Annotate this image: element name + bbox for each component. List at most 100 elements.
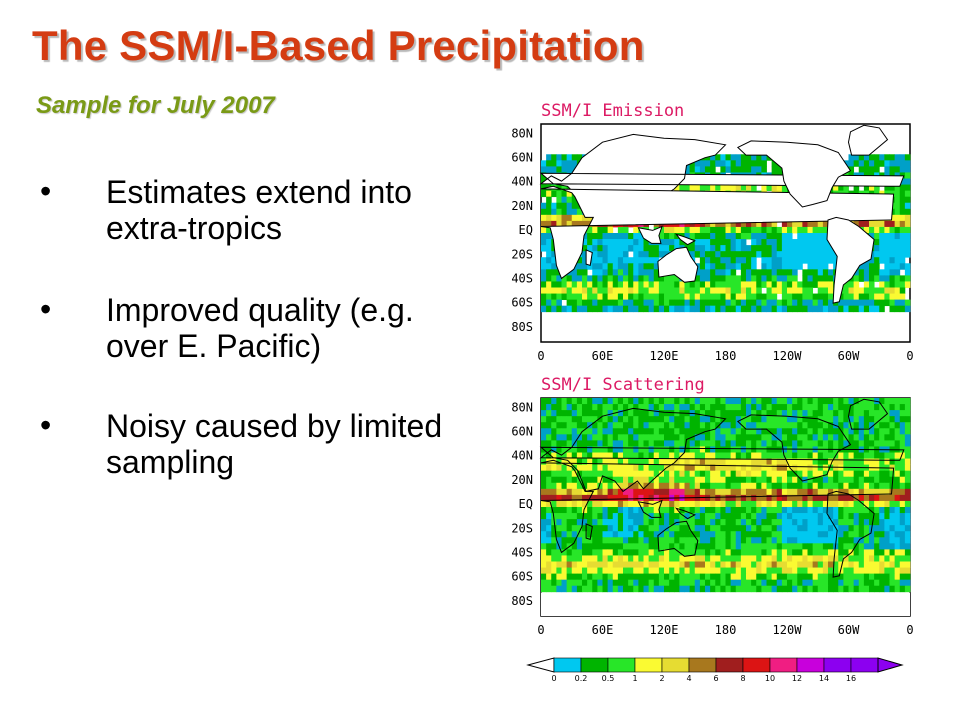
precip-cell [648,263,655,270]
precip-cell [643,398,650,405]
precip-cell [812,567,819,575]
precip-cell [838,573,844,581]
precip-cell [689,482,696,490]
precip-cell [710,263,716,270]
precip-cell [889,416,896,423]
precip-cell [623,404,629,411]
precip-cell [848,434,855,441]
precip-cell [761,416,767,423]
lat-label: 40S [511,272,533,286]
precip-cell [879,220,885,228]
precip-cell [899,422,906,429]
precip-cell [669,422,675,429]
precip-cell [607,226,614,234]
precip-cell [566,513,573,520]
precip-cell [817,287,824,294]
precip-cell [623,579,629,587]
precip-cell [725,476,732,484]
precip-cell [720,233,726,240]
precip-cell [853,519,860,526]
precip-cell [556,275,562,282]
precip-cell [884,269,890,276]
precip-cell [653,549,660,556]
precip-cell [828,404,834,411]
precip-cell [720,410,726,417]
precip-cell [587,531,593,538]
precip-cell [612,281,619,288]
precip-cell [566,440,573,447]
precip-cell [705,513,711,520]
precip-cell [699,251,706,258]
precip-cell [638,519,644,526]
precip-cell [566,428,573,435]
precip-cell [612,446,619,453]
precip-cell [833,567,839,575]
precip-cell [822,434,829,441]
precip-cell [725,233,732,240]
precip-cell [546,416,552,423]
precip-cell [541,275,547,282]
precip-cell [817,513,824,520]
precip-cell [658,416,665,423]
precip-cell [694,239,701,246]
precip-cell [792,299,798,307]
precip-cell [740,154,747,161]
precip-cell [653,507,660,514]
precip-cell [781,446,788,453]
precip-cell [807,573,814,581]
precip-cell [797,549,803,556]
precip-cell [843,416,849,423]
precip-cell [597,482,603,490]
precip-cell [756,452,762,459]
precip-cell [802,220,808,228]
precip-cell [592,543,598,550]
precip-cell [869,561,875,568]
precip-cell [797,567,803,575]
precip-cell [746,567,752,575]
precip-cell [776,257,783,264]
precip-cell [597,293,603,301]
precip-cell [607,305,614,313]
precip-cell [822,257,829,264]
colorbar-box [553,657,582,673]
precip-cell [833,464,839,472]
precip-cell [879,299,885,307]
precip-cell [643,446,650,453]
precip-cell [664,287,670,294]
precip-cell [551,166,557,173]
precip-cell [751,233,757,240]
precip-cell [669,531,675,538]
precip-cell [710,257,716,264]
precip-cell [894,196,901,204]
precip-cell [863,398,870,405]
precip-cell [658,440,665,447]
precip-cell [828,464,834,472]
precip-cell [643,257,650,264]
precip-cell [582,239,588,246]
scattering-map-title: SSM/I Scattering [541,375,705,395]
precip-cell [853,398,860,405]
precip-cell [658,476,665,484]
precip-cell [720,154,726,161]
colorbar-box [607,657,636,673]
precip-cell [874,500,880,508]
precip-cell [699,446,706,453]
precip-cell [602,305,609,313]
precip-cell [781,263,788,270]
precip-cell [556,214,562,222]
precip-cell [884,233,890,240]
precip-cell [705,494,711,502]
precip-cell [761,281,767,288]
precip-cell [853,543,860,550]
precip-cell [694,555,701,562]
precip-cell [848,428,855,435]
precip-cell [751,220,757,228]
precip-cell [817,452,824,459]
precip-cell [556,446,562,453]
precip-cell [874,422,880,429]
precip-cell [607,263,614,270]
precip-cell [792,488,798,496]
precip-cell [802,416,808,423]
precip-cell [858,404,865,411]
precip-cell [587,476,593,484]
